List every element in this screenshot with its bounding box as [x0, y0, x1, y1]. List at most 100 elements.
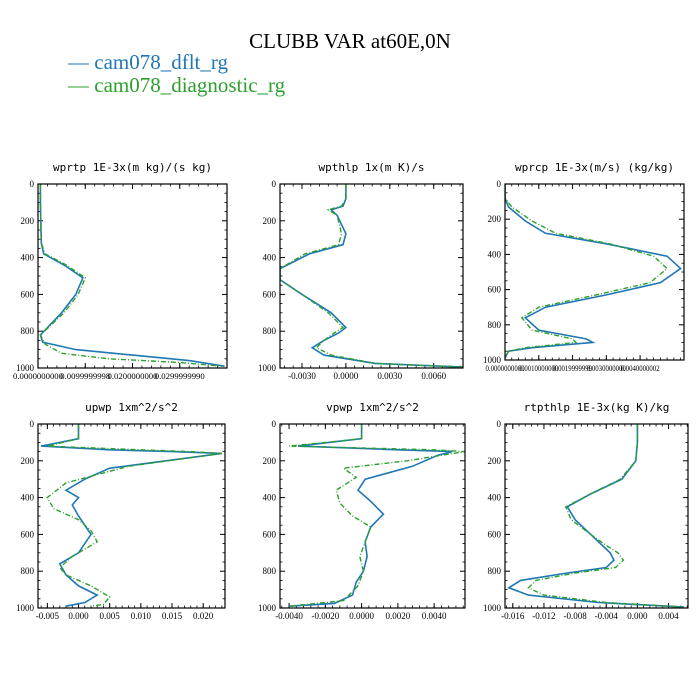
panel-2: wpthlp 1x(m K)/s 0 200 400 600 800 1000 -0.0030…: [258, 161, 464, 381]
y-tick-label: 1000: [16, 603, 35, 613]
x-tick-label: 0.0020: [386, 611, 411, 621]
panel-1: wprtp 1E-3x(m kg)/(s kg) 0 200 400 600 800 100…: [13, 161, 228, 381]
y-tick-label: 200: [488, 214, 502, 224]
panel-title: rtpthlp 1E-3x(kg K)/kg: [524, 401, 670, 414]
y-tick-label: 400: [263, 253, 277, 263]
y-tick-label: 600: [21, 529, 35, 539]
x-tick-label: 0.0200000000: [108, 372, 158, 381]
y-tick-label: 200: [263, 216, 277, 226]
y-tick-label: 800: [263, 566, 277, 576]
x-tick-label: 0.0040: [422, 611, 447, 621]
series-line-diagnostic: [39, 184, 223, 367]
y-tick-label: 1000: [258, 363, 277, 373]
y-tick-label: 1000: [16, 363, 35, 373]
y-tick-label: 600: [21, 289, 35, 299]
y-tick-label: 800: [21, 326, 35, 336]
y-tick-label: 0: [30, 419, 35, 429]
series-line-dflt: [507, 424, 685, 608]
y-tick-label: 400: [263, 493, 277, 503]
series-line-dflt: [40, 424, 223, 607]
y-tick-label: 600: [488, 529, 502, 539]
x-tick-label: 0.0000000000: [13, 372, 63, 381]
series-line-dflt: [39, 184, 225, 367]
panel-3: wprcp 1E-3x(m/s) (kg/kg) 0 200 400 600 800 100…: [483, 161, 685, 373]
x-tick-label: -0.008: [563, 611, 587, 621]
legend-entry-dflt: — cam078_dflt_rg: [67, 50, 229, 74]
panel-title: vpwp 1xm^2/s^2: [326, 401, 419, 414]
plot-frame: [37, 423, 226, 609]
y-tick-label: 400: [488, 249, 502, 259]
y-tick-label: 0: [497, 179, 502, 189]
y-tick-label: 1000: [483, 355, 502, 365]
x-tick-label: -0.0020: [311, 611, 339, 621]
panel-grid: wprtp 1E-3x(m kg)/(s kg) 0 200 400 600 800 100…: [13, 161, 689, 621]
y-tick-label: 600: [263, 529, 277, 539]
x-tick-label: -0.0040: [275, 611, 303, 621]
x-tick-label: 0.0099999998: [60, 372, 110, 381]
x-tick-label: 0.0030000000: [587, 364, 626, 373]
y-tick-label: 800: [263, 326, 277, 336]
series-line-diagnostic: [289, 424, 465, 607]
y-tick-label: 200: [21, 456, 35, 466]
y-tick-label: 1000: [483, 603, 502, 613]
y-tick-label: 200: [488, 456, 502, 466]
series-line-dflt: [505, 184, 682, 359]
x-tick-label: 0.0060: [421, 371, 446, 381]
plot-frame: [504, 183, 685, 361]
x-tick-label: 0.005: [100, 611, 121, 621]
legend-entry-diagnostic: — cam078_diagnostic_rg: [67, 73, 286, 97]
x-tick-label: -0.016: [501, 611, 525, 621]
y-tick-label: 0: [272, 179, 277, 189]
x-tick-label: 0.0299999990: [155, 372, 205, 381]
series-line-diagnostic: [527, 424, 685, 608]
panel-title: wprtp 1E-3x(m kg)/(s kg): [53, 161, 212, 174]
y-tick-label: 600: [488, 285, 502, 295]
panel-5: vpwp 1xm^2/s^2 0 200 400 600 800 1000-0.0040 -0…: [258, 401, 466, 621]
x-tick-label: 0.015: [162, 611, 183, 621]
x-tick-label: 0.0010000000: [519, 364, 558, 373]
x-tick-label: 0.0000000000: [486, 364, 525, 373]
x-tick-label: 0.0040000002: [621, 364, 660, 373]
y-tick-label: 200: [263, 456, 277, 466]
panel-title: wpthlp 1x(m K)/s: [319, 161, 425, 174]
y-tick-label: 1000: [258, 603, 277, 613]
plot-frame: [504, 423, 689, 609]
series-line-diagnostic: [505, 184, 669, 359]
x-tick-label: 0.0000: [349, 611, 374, 621]
x-tick-label: -0.012: [532, 611, 555, 621]
panel-title: wprcp 1E-3x(m/s) (kg/kg): [515, 161, 674, 174]
panel-title: upwp 1xm^2/s^2: [85, 401, 178, 414]
plot-frame: [37, 183, 228, 369]
y-tick-label: 800: [21, 566, 35, 576]
x-tick-label: 0.010: [131, 611, 152, 621]
x-tick-label: -0.005: [36, 611, 60, 621]
x-tick-label: -0.0030: [288, 371, 316, 381]
figure-title: CLUBB VAR at60E,0N: [249, 29, 451, 53]
y-tick-label: 800: [488, 320, 502, 330]
x-tick-label: 0.020: [193, 611, 214, 621]
series-line-dflt: [289, 424, 453, 607]
plot-frame: [279, 423, 466, 609]
y-tick-label: 200: [21, 216, 35, 226]
plot-frame: [279, 183, 464, 369]
x-tick-label: 0.0019999999: [553, 364, 592, 373]
series-line-diagnostic: [280, 184, 463, 368]
x-tick-label: 0.0030: [377, 371, 402, 381]
panel-4: upwp 1xm^2/s^2 0 200 400 600 800 1000-0.005 0.0…: [16, 401, 226, 621]
panel-6: rtpthlp 1E-3x(kg K)/kg02004006008001000-…: [483, 401, 689, 621]
x-tick-label: 0.0000: [334, 371, 359, 381]
y-tick-label: 400: [21, 253, 35, 263]
x-tick-label: -0.004: [595, 611, 619, 621]
y-tick-label: 0: [30, 179, 35, 189]
y-tick-label: 400: [21, 493, 35, 503]
y-tick-label: 400: [488, 493, 502, 503]
y-tick-label: 0: [497, 419, 502, 429]
x-tick-label: 0.004: [658, 611, 679, 621]
x-tick-label: 0.000: [627, 611, 648, 621]
x-tick-label: 0.000: [68, 611, 89, 621]
y-tick-label: 600: [263, 289, 277, 299]
y-tick-label: 800: [488, 566, 502, 576]
series-line-dflt: [280, 184, 463, 368]
y-tick-label: 0: [272, 419, 277, 429]
